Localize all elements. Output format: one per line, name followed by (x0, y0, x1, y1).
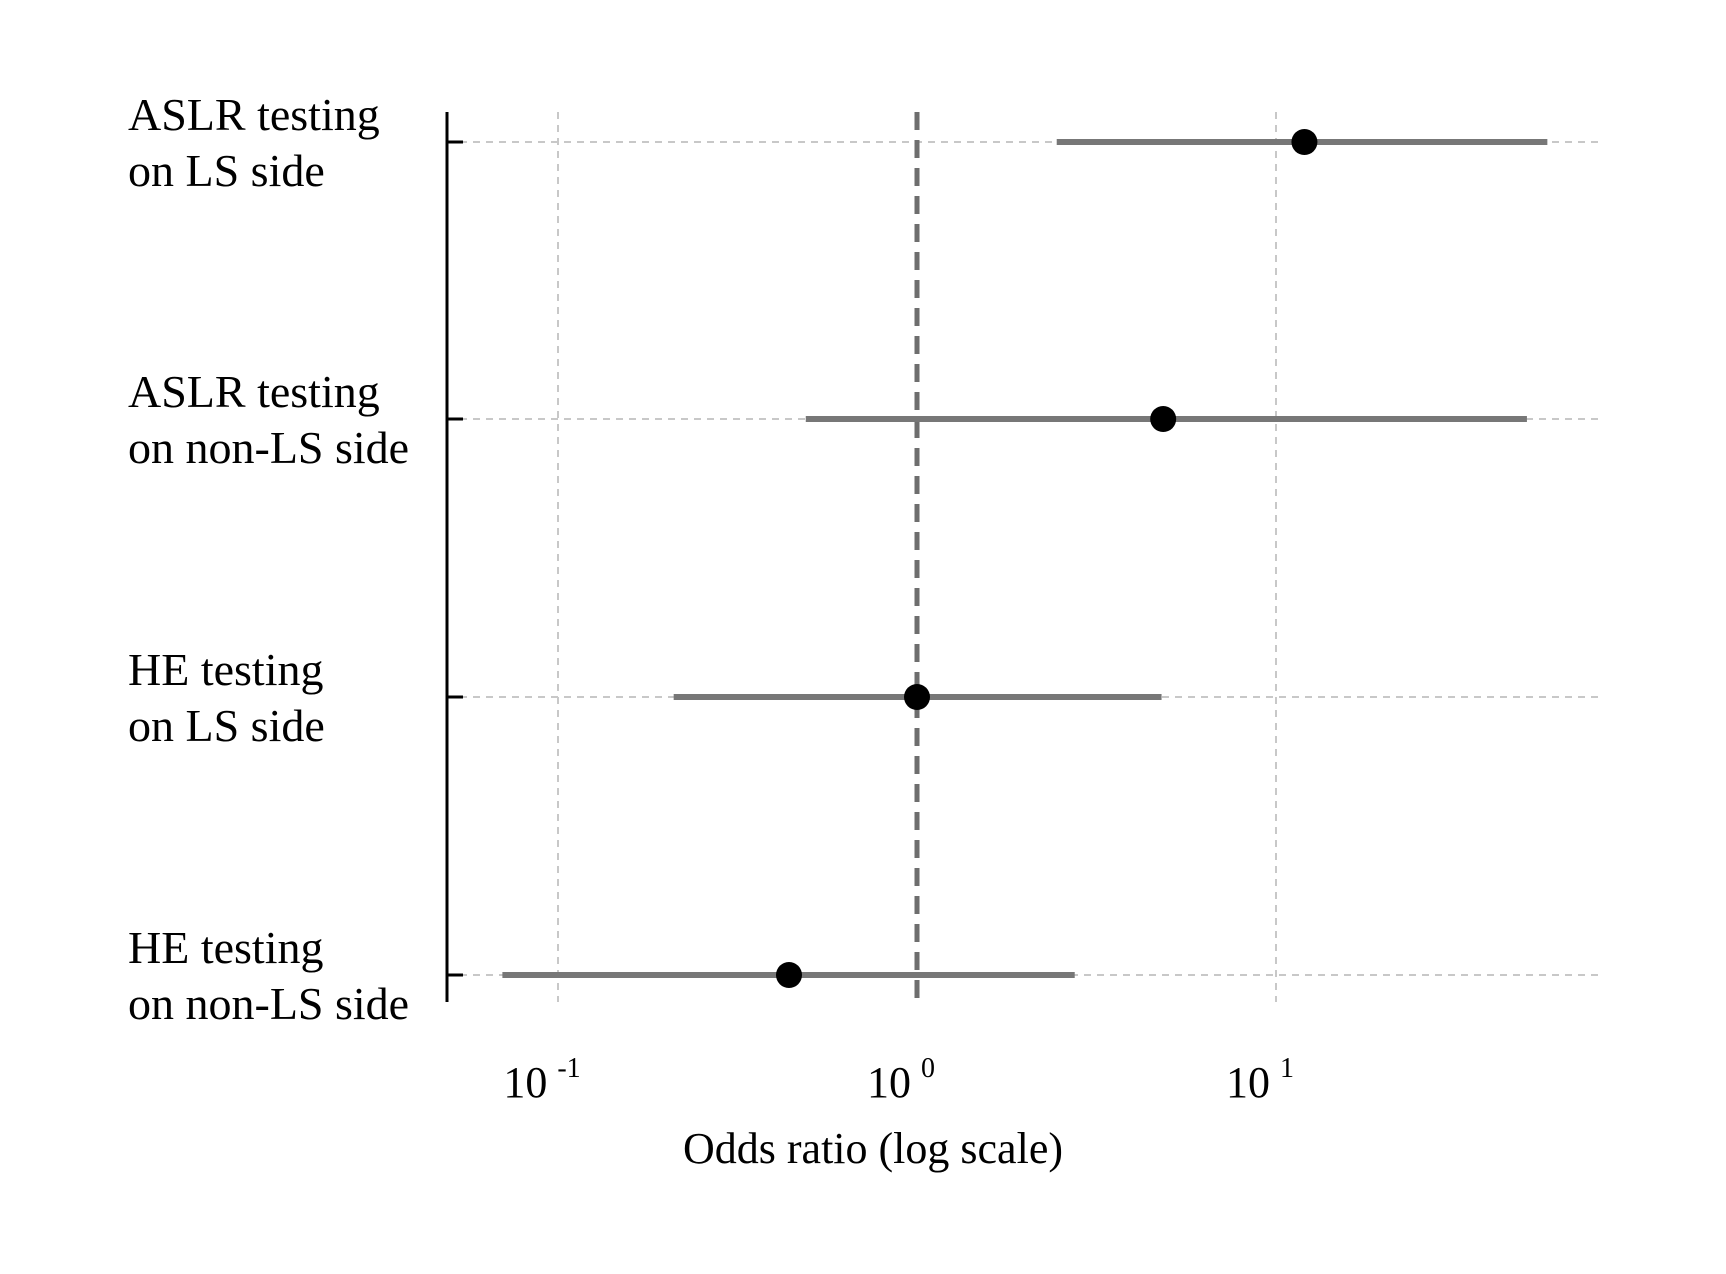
grid-lines (447, 112, 1600, 1002)
x-tick-label: 10 1 (1226, 1053, 1294, 1107)
tick-exponent: 1 (1280, 1053, 1294, 1084)
y-axis-group (445, 112, 463, 1002)
point-estimate (1150, 406, 1177, 432)
tick-exponent: -1 (557, 1053, 580, 1084)
point-estimate (1291, 129, 1318, 155)
category-label: ASLR testing (128, 89, 380, 140)
point-estimate (775, 962, 802, 988)
point-estimates (775, 129, 1318, 988)
tick-base: 10 (1226, 1058, 1270, 1107)
confidence-intervals (502, 139, 1548, 978)
point-estimate (904, 684, 930, 710)
category-label: ASLR testing (128, 366, 380, 417)
x-axis-title: Odds ratio (log scale) (683, 1124, 1063, 1173)
tick-exponent: 0 (921, 1053, 935, 1084)
category-label: HE testing (128, 922, 323, 973)
category-label: HE testing (128, 644, 323, 695)
category-label: on LS side (128, 700, 325, 751)
category-label: on non-LS side (128, 422, 409, 473)
x-tick-labels: 10 -1 10 0 10 1 (503, 1053, 1294, 1107)
tick-base: 10 (867, 1058, 911, 1107)
x-tick-label: 10 -1 (503, 1053, 580, 1107)
x-tick-label: 10 0 (867, 1053, 935, 1107)
category-label: on non-LS side (128, 978, 409, 1029)
tick-base: 10 (503, 1058, 547, 1107)
category-label: on LS side (128, 145, 325, 196)
